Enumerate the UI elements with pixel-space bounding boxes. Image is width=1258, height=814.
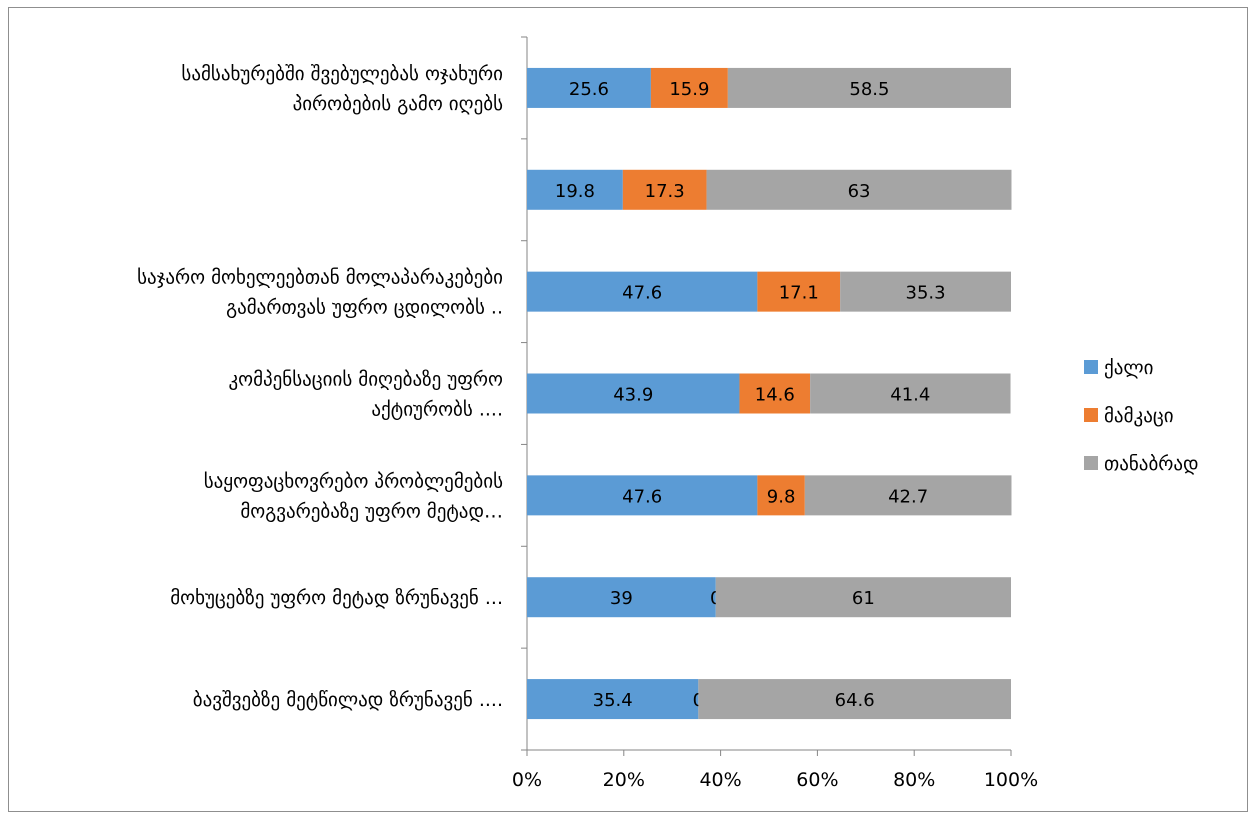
category-label: გამართვას უფრო ცდილობს .. [226, 297, 503, 319]
category-label: მოგვარებაზე უფრო მეტად… [240, 500, 503, 522]
bar-segment-1 [622, 169, 707, 210]
legend-swatch-2 [1084, 456, 1098, 470]
data-label: 41.4 [890, 385, 930, 406]
bar-segment-0 [527, 577, 716, 618]
legend-label: ქალი [1104, 357, 1153, 379]
bar-segment-1 [757, 475, 805, 516]
bar-segment-0 [527, 169, 623, 210]
data-label: 39 [610, 588, 633, 609]
bar-segment-0 [527, 271, 758, 312]
x-tick-label: 0% [512, 769, 542, 791]
x-tick-label: 20% [603, 769, 645, 791]
data-label: 58.5 [849, 79, 889, 100]
category-label: სამსახურებში შვებულებას ოჯახური [181, 63, 503, 85]
data-label: 47.6 [622, 486, 662, 507]
category-label: მოხუცებზე უფრო მეტად ზრუნავენ ... [170, 587, 503, 609]
bar-segment-2 [715, 577, 1011, 618]
category-label: აქტიურობს .... [371, 399, 503, 421]
legend-swatch-1 [1084, 408, 1098, 422]
data-label: 35.4 [593, 690, 633, 711]
legend-label: თანაბრად [1104, 453, 1199, 475]
x-tick-label: 80% [893, 769, 935, 791]
data-label: 35.3 [906, 283, 946, 304]
data-label: 63 [848, 181, 871, 202]
data-label: 9.8 [767, 486, 796, 507]
bar-segment-2 [698, 679, 1011, 720]
legend-swatch-0 [1084, 360, 1098, 374]
category-label: ბავშვებზე მეტწილად ზრუნავენ .... [193, 689, 503, 711]
data-label: 17.3 [645, 181, 685, 202]
bar-segment-1 [757, 271, 841, 312]
category-label: საჯარო მოხელეებთან მოლაპარაკებები [137, 267, 503, 289]
bar-segment-1 [739, 373, 811, 414]
bar-segment-2 [804, 475, 1012, 516]
category-label: პირობების გამო იღებს [293, 93, 503, 115]
category-label: საყოფაცხოვრებო პრობლემების [204, 470, 503, 492]
x-tick-label: 40% [699, 769, 741, 791]
data-label: 17.1 [779, 283, 819, 304]
bar-segment-2 [706, 169, 1012, 210]
bar-segment-0 [527, 67, 651, 108]
data-label: 25.6 [569, 79, 609, 100]
bar-segment-0 [527, 373, 740, 414]
bar-segment-0 [527, 679, 699, 720]
bar-segment-1 [650, 67, 728, 108]
data-label: 19.8 [555, 181, 595, 202]
bar-segment-2 [727, 67, 1011, 108]
data-label: 42.7 [888, 486, 928, 507]
x-tick-label: 100% [984, 769, 1038, 791]
bar-segment-2 [810, 373, 1011, 414]
x-tick-label: 60% [796, 769, 838, 791]
bar-segment-2 [840, 271, 1011, 312]
data-label: 15.9 [669, 79, 709, 100]
data-label: 64.6 [835, 690, 875, 711]
data-label: 43.9 [613, 385, 653, 406]
legend-label: მამკაცი [1104, 405, 1174, 427]
data-label: 61 [852, 588, 875, 609]
bar-segment-0 [527, 475, 758, 516]
data-label: 47.6 [622, 283, 662, 304]
category-label: კომპენსაციის მიღებაზე უფრო [228, 369, 503, 391]
data-label: 14.6 [755, 385, 795, 406]
